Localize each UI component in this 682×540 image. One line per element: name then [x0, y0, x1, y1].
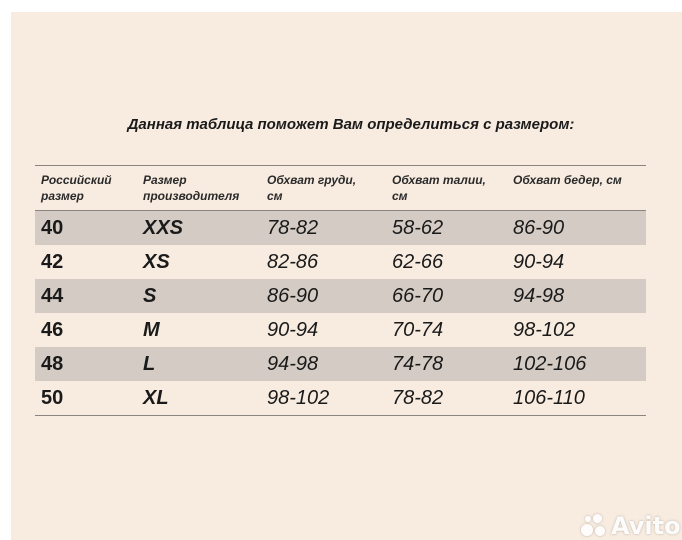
- header-line: Размер: [143, 173, 187, 187]
- header-maker-size: Размер производителя: [143, 172, 239, 204]
- cell-maker-size: XL: [143, 387, 169, 409]
- header-line: Обхват бедер, см: [513, 173, 622, 187]
- table-row: 40 XXS 78-82 58-62 86-90: [35, 211, 646, 245]
- cell-russian-size: 40: [41, 217, 64, 239]
- avito-logo-icon: [579, 512, 607, 540]
- header-line: Российский: [41, 173, 112, 187]
- cell-waist: 70-74: [392, 319, 444, 341]
- cell-waist: 58-62: [392, 217, 444, 239]
- header-chest: Обхват груди, см: [267, 172, 356, 204]
- cell-chest: 78-82: [267, 217, 319, 239]
- cell-hips: 86-90: [513, 217, 565, 239]
- avito-wordmark: Avito: [611, 512, 681, 540]
- avito-watermark: Avito: [579, 512, 681, 540]
- cell-maker-size: XXS: [143, 217, 184, 239]
- table-row: 50 XL 98-102 78-82 106-110: [35, 381, 646, 415]
- cell-chest: 86-90: [267, 285, 319, 307]
- cell-maker-size: XS: [143, 251, 170, 273]
- size-chart-page: Данная таблица поможет Вам определиться …: [11, 12, 682, 540]
- header-line: размер: [41, 189, 84, 203]
- cell-waist: 62-66: [392, 251, 444, 273]
- table-row: 46 M 90-94 70-74 98-102: [35, 313, 646, 347]
- cell-maker-size: L: [143, 353, 156, 375]
- cell-hips: 98-102: [513, 319, 576, 341]
- header-line: Обхват груди,: [267, 173, 357, 187]
- cell-maker-size: M: [143, 319, 160, 341]
- header-russian-size: Российский размер: [41, 172, 112, 204]
- cell-waist: 74-78: [392, 353, 444, 375]
- cell-hips: 90-94: [513, 251, 565, 273]
- cell-maker-size: S: [143, 285, 157, 307]
- header-line: производителя: [143, 189, 240, 203]
- cell-russian-size: 50: [41, 387, 64, 409]
- cell-hips: 94-98: [513, 285, 565, 307]
- page-title: Данная таблица поможет Вам определиться …: [127, 116, 575, 133]
- size-table: Российский размер Размер производителя О…: [35, 165, 646, 416]
- table-header: Российский размер Размер производителя О…: [35, 166, 646, 211]
- cell-chest: 94-98: [267, 353, 319, 375]
- cell-chest: 82-86: [267, 251, 319, 273]
- table-row: 42 XS 82-86 62-66 90-94: [35, 245, 646, 279]
- header-waist: Обхват талии, см: [392, 172, 486, 204]
- cell-russian-size: 46: [41, 319, 64, 341]
- cell-waist: 78-82: [392, 387, 444, 409]
- table-row: 44 S 86-90 66-70 94-98: [35, 279, 646, 313]
- cell-waist: 66-70: [392, 285, 444, 307]
- header-hips: Обхват бедер, см: [513, 172, 622, 188]
- cell-chest: 98-102: [267, 387, 330, 409]
- cell-hips: 106-110: [513, 387, 585, 409]
- cell-russian-size: 44: [41, 285, 64, 307]
- cell-chest: 90-94: [267, 319, 319, 341]
- cell-russian-size: 42: [41, 251, 64, 273]
- cell-russian-size: 48: [41, 353, 64, 375]
- header-line: см: [267, 189, 283, 203]
- table-row: 48 L 94-98 74-78 102-106: [35, 347, 646, 381]
- header-line: см: [392, 189, 408, 203]
- cell-hips: 102-106: [513, 353, 587, 375]
- header-line: Обхват талии,: [392, 173, 486, 187]
